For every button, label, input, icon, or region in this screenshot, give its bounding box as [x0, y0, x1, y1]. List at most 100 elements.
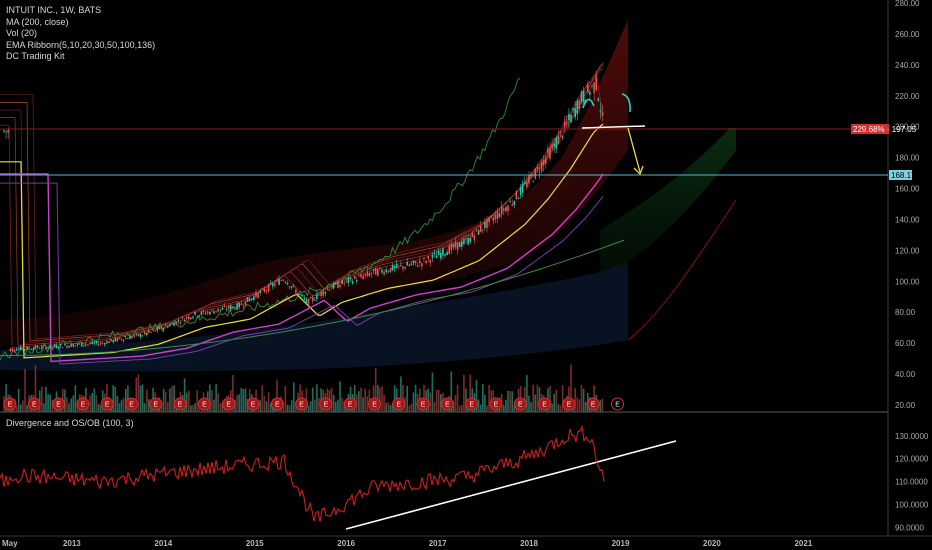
neckline-drawing[interactable] [581, 125, 646, 129]
candle-body [500, 206, 503, 215]
earnings-marker[interactable]: E [319, 397, 333, 411]
volume-bar [194, 403, 196, 412]
earnings-marker[interactable]: E [440, 397, 454, 411]
candle-body [225, 309, 228, 311]
earnings-marker[interactable]: E [3, 397, 17, 411]
volume-bar [295, 403, 297, 412]
volume-bar [137, 374, 140, 412]
candle-body [276, 280, 278, 281]
candle-body [78, 343, 81, 345]
volume-bar [599, 399, 602, 412]
candle-body [425, 260, 427, 263]
volume-bar [164, 391, 167, 412]
candle-body [534, 168, 537, 179]
candle-body [45, 346, 47, 350]
earnings-marker[interactable]: E [270, 397, 284, 411]
volume-bar [45, 386, 47, 412]
candle-body [282, 279, 285, 281]
earnings-marker[interactable]: E [368, 397, 381, 411]
earnings-marker-label: E [154, 402, 159, 409]
volume-bar [393, 385, 396, 412]
candle-body [349, 277, 352, 280]
indicator-ma-label[interactable]: MA (200, close) [6, 16, 69, 27]
volume-bar [429, 392, 432, 412]
oscillator-axis[interactable]: 130.0000 120.0000 110.0000 100.0000 90.0000 [895, 432, 929, 533]
volume-bar [479, 404, 482, 412]
indicator-ema-label[interactable]: EMA Ribborn(5,10,20,30,50,100,136) [6, 39, 156, 50]
earnings-marker[interactable]: E [611, 397, 624, 411]
earnings-marker[interactable]: E [246, 397, 260, 411]
earnings-marker[interactable]: E [562, 397, 576, 411]
candle-body [521, 183, 524, 193]
candle-body [343, 282, 345, 284]
candle-body [437, 250, 440, 255]
earnings-marker[interactable]: E [52, 397, 66, 411]
earnings-marker-label: E [8, 402, 13, 409]
earnings-marker[interactable]: E [197, 397, 211, 411]
earnings-marker[interactable]: E [295, 397, 309, 411]
candle-body [320, 291, 322, 296]
candle-body [473, 235, 476, 240]
candle-body [290, 286, 293, 288]
volume-bar [311, 387, 314, 412]
time-axis[interactable]: May 2013 2014 2015 2016 2017 2018 2019 2020 2021 [2, 539, 813, 548]
ema-yellow-line [0, 123, 604, 359]
earnings-marker[interactable]: E [149, 397, 163, 411]
earnings-marker[interactable]: E [392, 397, 406, 411]
earnings-marker[interactable]: E [76, 397, 90, 411]
candle-body [246, 297, 249, 302]
earnings-marker[interactable]: E [586, 397, 600, 411]
earnings-marker-label: E [299, 402, 304, 409]
volume-bar [72, 395, 75, 412]
candle-body [80, 342, 83, 347]
candle-body [402, 266, 404, 269]
dc-cloud-edge [627, 199, 737, 341]
earnings-marker[interactable]: E [465, 397, 479, 411]
target-arrow[interactable] [627, 127, 641, 173]
earnings-marker[interactable]: E [173, 397, 187, 411]
candle-body [454, 241, 457, 248]
indicator-dc-label[interactable]: DC Trading Kit [6, 51, 65, 61]
candle-body [83, 345, 85, 347]
right-shoulder-arc[interactable] [621, 93, 631, 113]
candle-body [496, 211, 499, 219]
earnings-marker[interactable]: E [100, 397, 114, 411]
price-axis[interactable]: 280.00 260.00 240.00 220.00 200.00 180.00 160.… [895, 0, 920, 410]
candle-body [547, 148, 549, 154]
candle-body [379, 267, 381, 270]
candle-body [85, 344, 87, 346]
volume-bar [584, 401, 587, 412]
candle-body [540, 162, 543, 172]
candle-body [494, 214, 497, 220]
candle-body [167, 325, 169, 328]
indicator-vol-label[interactable]: Vol (20) [6, 28, 38, 38]
earnings-marker[interactable]: E [489, 397, 503, 411]
candle-body [492, 218, 495, 221]
earnings-marker-label: E [251, 402, 256, 409]
candle-body [112, 340, 114, 343]
earnings-marker[interactable]: E [27, 397, 41, 411]
candle-body [419, 261, 421, 264]
oscillator-title[interactable]: Divergence and OS/OB (100, 3) [6, 418, 134, 428]
earnings-marker[interactable]: E [343, 397, 357, 411]
oscillator-trendline[interactable] [345, 440, 677, 530]
candle-body [423, 258, 425, 260]
earnings-marker[interactable]: E [513, 397, 527, 411]
volume-bar [456, 384, 459, 412]
candle-body [38, 348, 41, 350]
price-tick-label: 40.00 [895, 370, 916, 379]
earnings-marker[interactable]: E [222, 397, 236, 411]
earnings-marker-label: E [615, 402, 620, 409]
candle-body [314, 299, 316, 301]
time-tick-label: 2018 [520, 539, 538, 548]
candle-body [515, 191, 518, 200]
earnings-marker[interactable]: E [538, 397, 552, 411]
left-shoulder-arc[interactable] [582, 98, 595, 109]
volume-bar [360, 387, 362, 412]
symbol-title[interactable]: INTUIT INC., 1W, BATS [6, 5, 102, 15]
candle-body [374, 268, 377, 275]
earnings-marker[interactable]: E [125, 397, 138, 411]
earnings-marker[interactable]: E [416, 397, 430, 411]
